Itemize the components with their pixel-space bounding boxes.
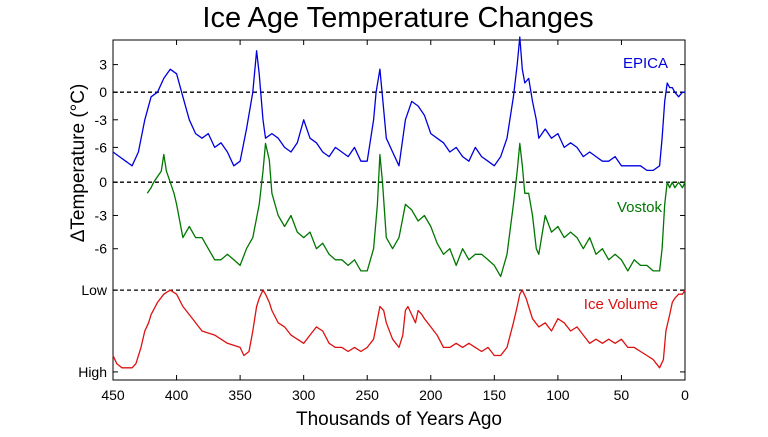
- x-tick-label: 350: [228, 387, 252, 403]
- y-tick-label: 3: [99, 57, 107, 73]
- y-tick-label: 0: [99, 84, 107, 100]
- x-tick-label: 0: [681, 387, 689, 403]
- plot-frame: [112, 39, 686, 381]
- chart-marks: 450 400 350 300 250 200 150 100 50 0 3 0 -3 -6 EPICA 0 -…: [78, 36, 689, 403]
- vostok-legend-label: Vostok: [617, 199, 663, 216]
- y-axis-label: ΔTemperature (°C): [68, 84, 89, 243]
- y-tick-label: -3: [95, 112, 108, 128]
- x-tick-label: 150: [483, 387, 507, 403]
- y-tick-label: High: [78, 364, 107, 380]
- y-tick-label: -6: [95, 139, 108, 155]
- x-axis-label: Thousands of Years Ago: [296, 409, 502, 430]
- epica-legend-label: EPICA: [623, 55, 668, 72]
- y-tick-label: -6: [95, 241, 108, 257]
- y-tick-label: Low: [81, 282, 108, 298]
- x-tick-label: 100: [546, 387, 570, 403]
- x-tick-label: 300: [292, 387, 316, 403]
- ice-volume-series-line: [112, 289, 686, 369]
- y-tick-label: -3: [95, 207, 108, 223]
- y-tick-label: 0: [99, 174, 107, 190]
- chart-title: Ice Age Temperature Changes: [202, 2, 593, 34]
- vostok-series-line: [146, 142, 686, 278]
- x-tick-label: 200: [419, 387, 443, 403]
- x-tick-label: 450: [101, 387, 125, 403]
- x-tick-label: 50: [614, 387, 630, 403]
- x-tick-label: 250: [356, 387, 380, 403]
- ice-volume-legend-label: Ice Volume: [584, 296, 658, 313]
- epica-series-line: [112, 36, 685, 172]
- x-tick-label: 400: [165, 387, 189, 403]
